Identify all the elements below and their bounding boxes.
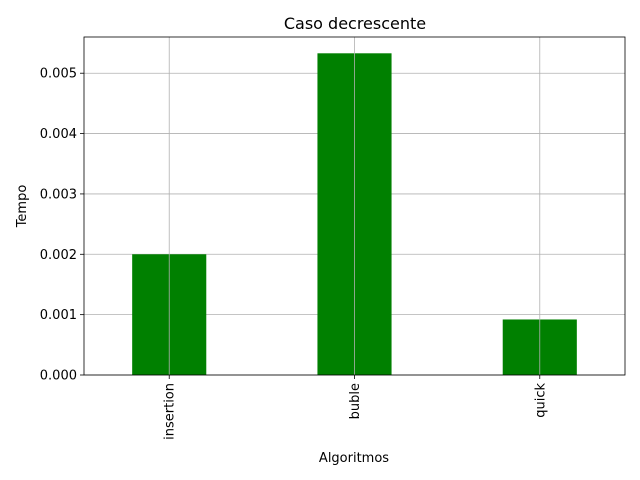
chart-title: Caso decrescente: [284, 14, 426, 33]
x-tick-label: insertion: [163, 383, 178, 440]
x-axis-label: Algoritmos: [319, 451, 389, 466]
y-tick-label: 0.001: [40, 308, 77, 323]
x-axis: insertion buble quick: [163, 375, 548, 440]
y-tick-label: 0.005: [40, 67, 77, 82]
x-grid: [168, 37, 541, 375]
y-axis-label: Tempo: [15, 185, 30, 229]
y-tick-label: 0.003: [40, 187, 77, 202]
y-tick-label: 0.000: [40, 369, 77, 384]
x-tick-label: buble: [348, 383, 363, 419]
y-axis: 0.000 0.001 0.002 0.003 0.004 0.005: [40, 67, 84, 384]
y-tick-label: 0.004: [40, 127, 77, 142]
x-tick-label: quick: [533, 383, 548, 418]
y-tick-label: 0.002: [40, 248, 77, 263]
